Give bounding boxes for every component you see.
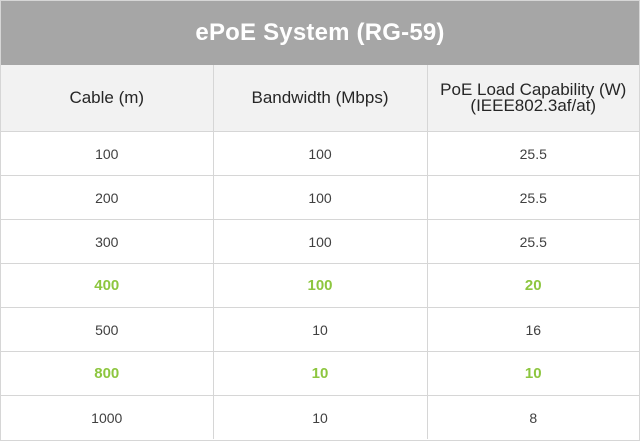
cell-cable: 100 bbox=[1, 131, 214, 176]
table-row: 800 10 10 bbox=[1, 351, 639, 396]
header-cable: Cable (m) bbox=[1, 65, 214, 132]
table-row: 1000 10 8 bbox=[1, 395, 639, 439]
table-row: 100 100 25.5 bbox=[1, 131, 639, 176]
cell-cable: 500 bbox=[1, 307, 214, 352]
cell-cable: 800 bbox=[1, 351, 214, 396]
cell-bandwidth: 10 bbox=[212, 351, 428, 396]
cell-poe-load: 16 bbox=[426, 307, 639, 352]
table-row: 500 10 16 bbox=[1, 307, 639, 352]
table-row: 300 100 25.5 bbox=[1, 219, 639, 264]
cell-poe-load: 25.5 bbox=[426, 175, 639, 220]
cell-cable: 200 bbox=[1, 175, 214, 220]
header-poe-load-line2: (IEEE802.3af/at) bbox=[470, 96, 597, 115]
cell-poe-load: 8 bbox=[426, 395, 639, 439]
epoe-spec-table: Cable (m) Bandwidth (Mbps) PoE Load Capa… bbox=[1, 65, 639, 439]
cell-cable: 400 bbox=[1, 263, 214, 308]
cell-bandwidth: 100 bbox=[212, 131, 428, 176]
cell-poe-load: 25.5 bbox=[426, 219, 639, 264]
cell-poe-load: 10 bbox=[426, 351, 639, 396]
header-bandwidth: Bandwidth (Mbps) bbox=[212, 65, 428, 132]
cell-bandwidth: 10 bbox=[212, 395, 428, 439]
header-poe-load: PoE Load Capability (W) (IEEE802.3af/at) bbox=[426, 65, 639, 132]
cell-bandwidth: 100 bbox=[212, 219, 428, 264]
cell-cable: 1000 bbox=[1, 395, 214, 439]
cell-bandwidth: 100 bbox=[212, 175, 428, 220]
cell-poe-load: 25.5 bbox=[426, 131, 639, 176]
table-title: ePoE System (RG-59) bbox=[1, 1, 639, 65]
header-row: Cable (m) Bandwidth (Mbps) PoE Load Capa… bbox=[1, 65, 639, 132]
header-poe-load-line1: PoE Load Capability (W) bbox=[440, 80, 627, 99]
table-row: 400 100 20 bbox=[1, 263, 639, 308]
cell-bandwidth: 10 bbox=[212, 307, 428, 352]
cell-bandwidth: 100 bbox=[212, 263, 428, 308]
cell-cable: 300 bbox=[1, 219, 214, 264]
cell-poe-load: 20 bbox=[426, 263, 639, 308]
table-row: 200 100 25.5 bbox=[1, 175, 639, 220]
